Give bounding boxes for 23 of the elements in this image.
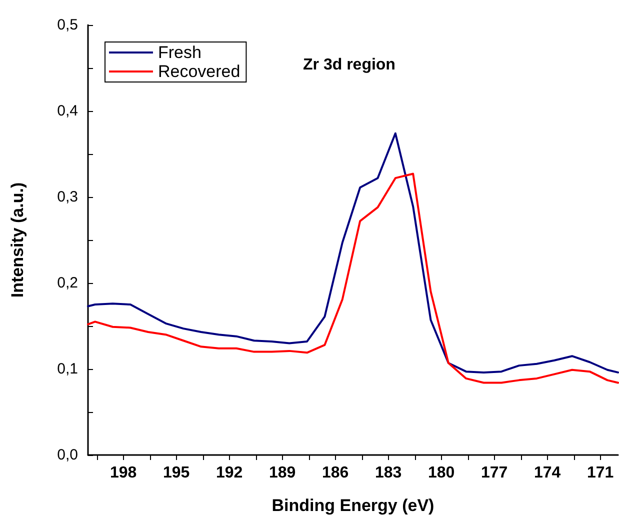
line-series <box>87 172 619 384</box>
y-tick-label: 0,5 <box>57 16 78 34</box>
y-tick-label: 0,0 <box>57 446 78 464</box>
x-tick-label: 189 <box>268 464 296 482</box>
y-tick-label: 0,2 <box>57 274 78 292</box>
x-tick-label: 171 <box>586 464 614 482</box>
legend-label: Recovered <box>158 62 240 81</box>
x-tick-label: 177 <box>480 464 508 482</box>
x-axis-title: Binding Energy (eV) <box>272 496 434 515</box>
legend-label: Fresh <box>158 43 202 62</box>
x-tick-label: 186 <box>322 464 349 482</box>
line-series <box>87 132 619 374</box>
x-tick-label: 198 <box>110 464 137 482</box>
x-tick-label: 180 <box>428 464 455 482</box>
y-tick-label: 0,4 <box>57 102 78 120</box>
x-tick-label: 183 <box>374 464 402 482</box>
annotation: Zr 3d region <box>303 56 396 74</box>
y-tick-label: 0,3 <box>57 188 78 206</box>
x-tick-label: 195 <box>162 464 190 482</box>
x-tick-label: 174 <box>534 464 561 482</box>
y-tick-label: 0,1 <box>57 360 78 378</box>
x-tick-label: 192 <box>216 464 243 482</box>
y-axis-title: Intensity (a.u.) <box>8 182 27 298</box>
